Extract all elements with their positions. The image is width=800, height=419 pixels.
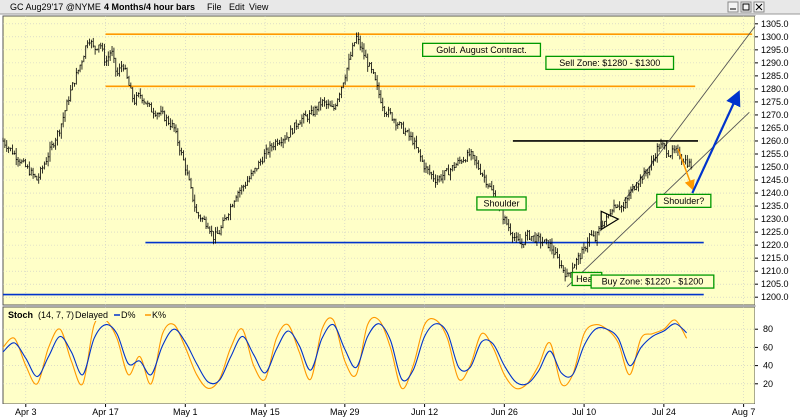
time-tick-label: Jul 24 xyxy=(652,407,676,417)
annotation-shoulder-left: Shoulder xyxy=(476,196,527,211)
annotation-sell: Sell Zone: $1280 - $1300 xyxy=(545,55,675,71)
price-series xyxy=(2,32,693,282)
annotation-box xyxy=(656,193,712,209)
price-tick-label: 1300.0 xyxy=(761,32,789,42)
annotation-text: Gold. August Contract. xyxy=(436,45,527,55)
stoch-axis-area xyxy=(755,307,800,404)
price-tick-label: 1250.0 xyxy=(761,162,789,172)
minimize-button[interactable] xyxy=(727,1,739,13)
time-tick-label: May 15 xyxy=(250,407,280,417)
time-tick-label: Jul 10 xyxy=(572,407,596,417)
stoch-tick-label: 20 xyxy=(763,379,773,389)
annotation-text: Buy Zone: $1220 - $1200 xyxy=(602,277,704,287)
title-bar xyxy=(0,0,800,14)
price-tick-label: 1295.0 xyxy=(761,45,789,55)
stoch-tick-label: 60 xyxy=(763,342,773,352)
stoch-d-label: D% xyxy=(121,310,136,320)
annotation-box xyxy=(476,196,527,211)
maximize-icon xyxy=(742,3,750,11)
menu-file[interactable]: File xyxy=(207,2,222,12)
annotation-box xyxy=(590,274,715,289)
time-tick-label: May 29 xyxy=(330,407,360,417)
price-tick-label: 1305.0 xyxy=(761,19,789,29)
price-tick-label: 1265.0 xyxy=(761,123,789,133)
stoch-legend-bg xyxy=(5,309,175,321)
window-interval[interactable]: 4 Months/4 hour bars xyxy=(104,2,195,12)
price-tick-label: 1210.0 xyxy=(761,266,789,276)
annotation-text: Head xyxy=(576,274,598,284)
price-tick-label: 1225.0 xyxy=(761,227,789,237)
annotation-contract: Gold. August Contract. xyxy=(421,42,542,57)
price-tick-label: 1220.0 xyxy=(761,240,789,250)
annotation-buy: Buy Zone: $1220 - $1200 xyxy=(590,274,715,289)
price-tick-label: 1270.0 xyxy=(761,110,789,120)
price-tick-label: 1285.0 xyxy=(761,71,789,81)
stoch-k-label: K% xyxy=(152,310,166,320)
price-axis-ticks: 1200.0 1205.0 1210.0 1215.0 1220.0 1225.0 1230… xyxy=(755,19,789,302)
price-tick-label: 1275.0 xyxy=(761,97,789,107)
price-tick-label: 1245.0 xyxy=(761,175,789,185)
stoch-params: (14, 7, 7) xyxy=(38,310,74,320)
time-axis-area xyxy=(0,404,800,419)
pattern-markers xyxy=(600,90,741,231)
stoch-label: Stoch xyxy=(8,310,33,320)
price-tick-label: 1230.0 xyxy=(761,214,789,224)
time-tick-label: Aug 7 xyxy=(732,407,756,417)
time-axis-ticks: Apr 3 Apr 17 May 1 May 15 May 29 Jun 12 Jun 26… xyxy=(15,404,755,417)
stoch-tick-label: 40 xyxy=(763,361,773,371)
annotation-text: Shoulder? xyxy=(663,196,704,206)
menu-edit[interactable]: Edit xyxy=(229,2,245,12)
forecast-arrow-blue xyxy=(691,90,741,194)
stoch-series xyxy=(2,316,688,390)
price-tick-label: 1215.0 xyxy=(761,253,789,263)
triangle-pattern xyxy=(600,210,620,231)
window-title: GC Aug29'17 @NYME xyxy=(10,2,101,12)
stoch-panel xyxy=(2,306,756,405)
stoch-tick-label: 80 xyxy=(763,324,773,334)
price-tick-label: 1205.0 xyxy=(761,279,789,289)
close-icon xyxy=(755,3,763,11)
time-tick-label: May 1 xyxy=(173,407,198,417)
time-tick-label: Jun 12 xyxy=(411,407,438,417)
window-controls xyxy=(727,1,765,13)
menu-view[interactable]: View xyxy=(249,2,269,12)
price-tick-label: 1235.0 xyxy=(761,201,789,211)
time-tick-label: Apr 3 xyxy=(15,407,37,417)
price-tick-label: 1200.0 xyxy=(761,292,789,302)
stoch-grid xyxy=(3,307,755,404)
annotation-text: Sell Zone: $1280 - $1300 xyxy=(559,58,660,68)
price-tick-label: 1240.0 xyxy=(761,188,789,198)
maximize-button[interactable] xyxy=(740,1,752,13)
time-tick-label: Jun 26 xyxy=(491,407,518,417)
price-annotations: Gold. August Contract. Sell Zone: $1280 -… xyxy=(421,42,715,289)
annotation-box xyxy=(421,42,542,57)
annotation-box xyxy=(545,55,675,71)
price-tick-label: 1255.0 xyxy=(761,149,789,159)
stoch-d-line xyxy=(2,323,688,386)
forecast-arrow-orange xyxy=(677,148,695,191)
price-tick-label: 1290.0 xyxy=(761,58,789,68)
price-axis-area xyxy=(755,16,800,305)
annotation-shoulder-right: Shoulder? xyxy=(656,193,712,209)
stoch-legend: Stoch (14, 7, 7) Delayed D% K% xyxy=(5,309,175,321)
annotation-text: Shoulder xyxy=(483,198,519,208)
price-tick-label: 1260.0 xyxy=(761,136,789,146)
price-tick-label: 1280.0 xyxy=(761,84,789,94)
stoch-axis-ticks: 20 40 60 80 xyxy=(755,324,773,389)
time-tick-label: Apr 17 xyxy=(92,407,119,417)
stoch-delayed: Delayed xyxy=(75,310,108,320)
price-levels xyxy=(3,33,753,296)
